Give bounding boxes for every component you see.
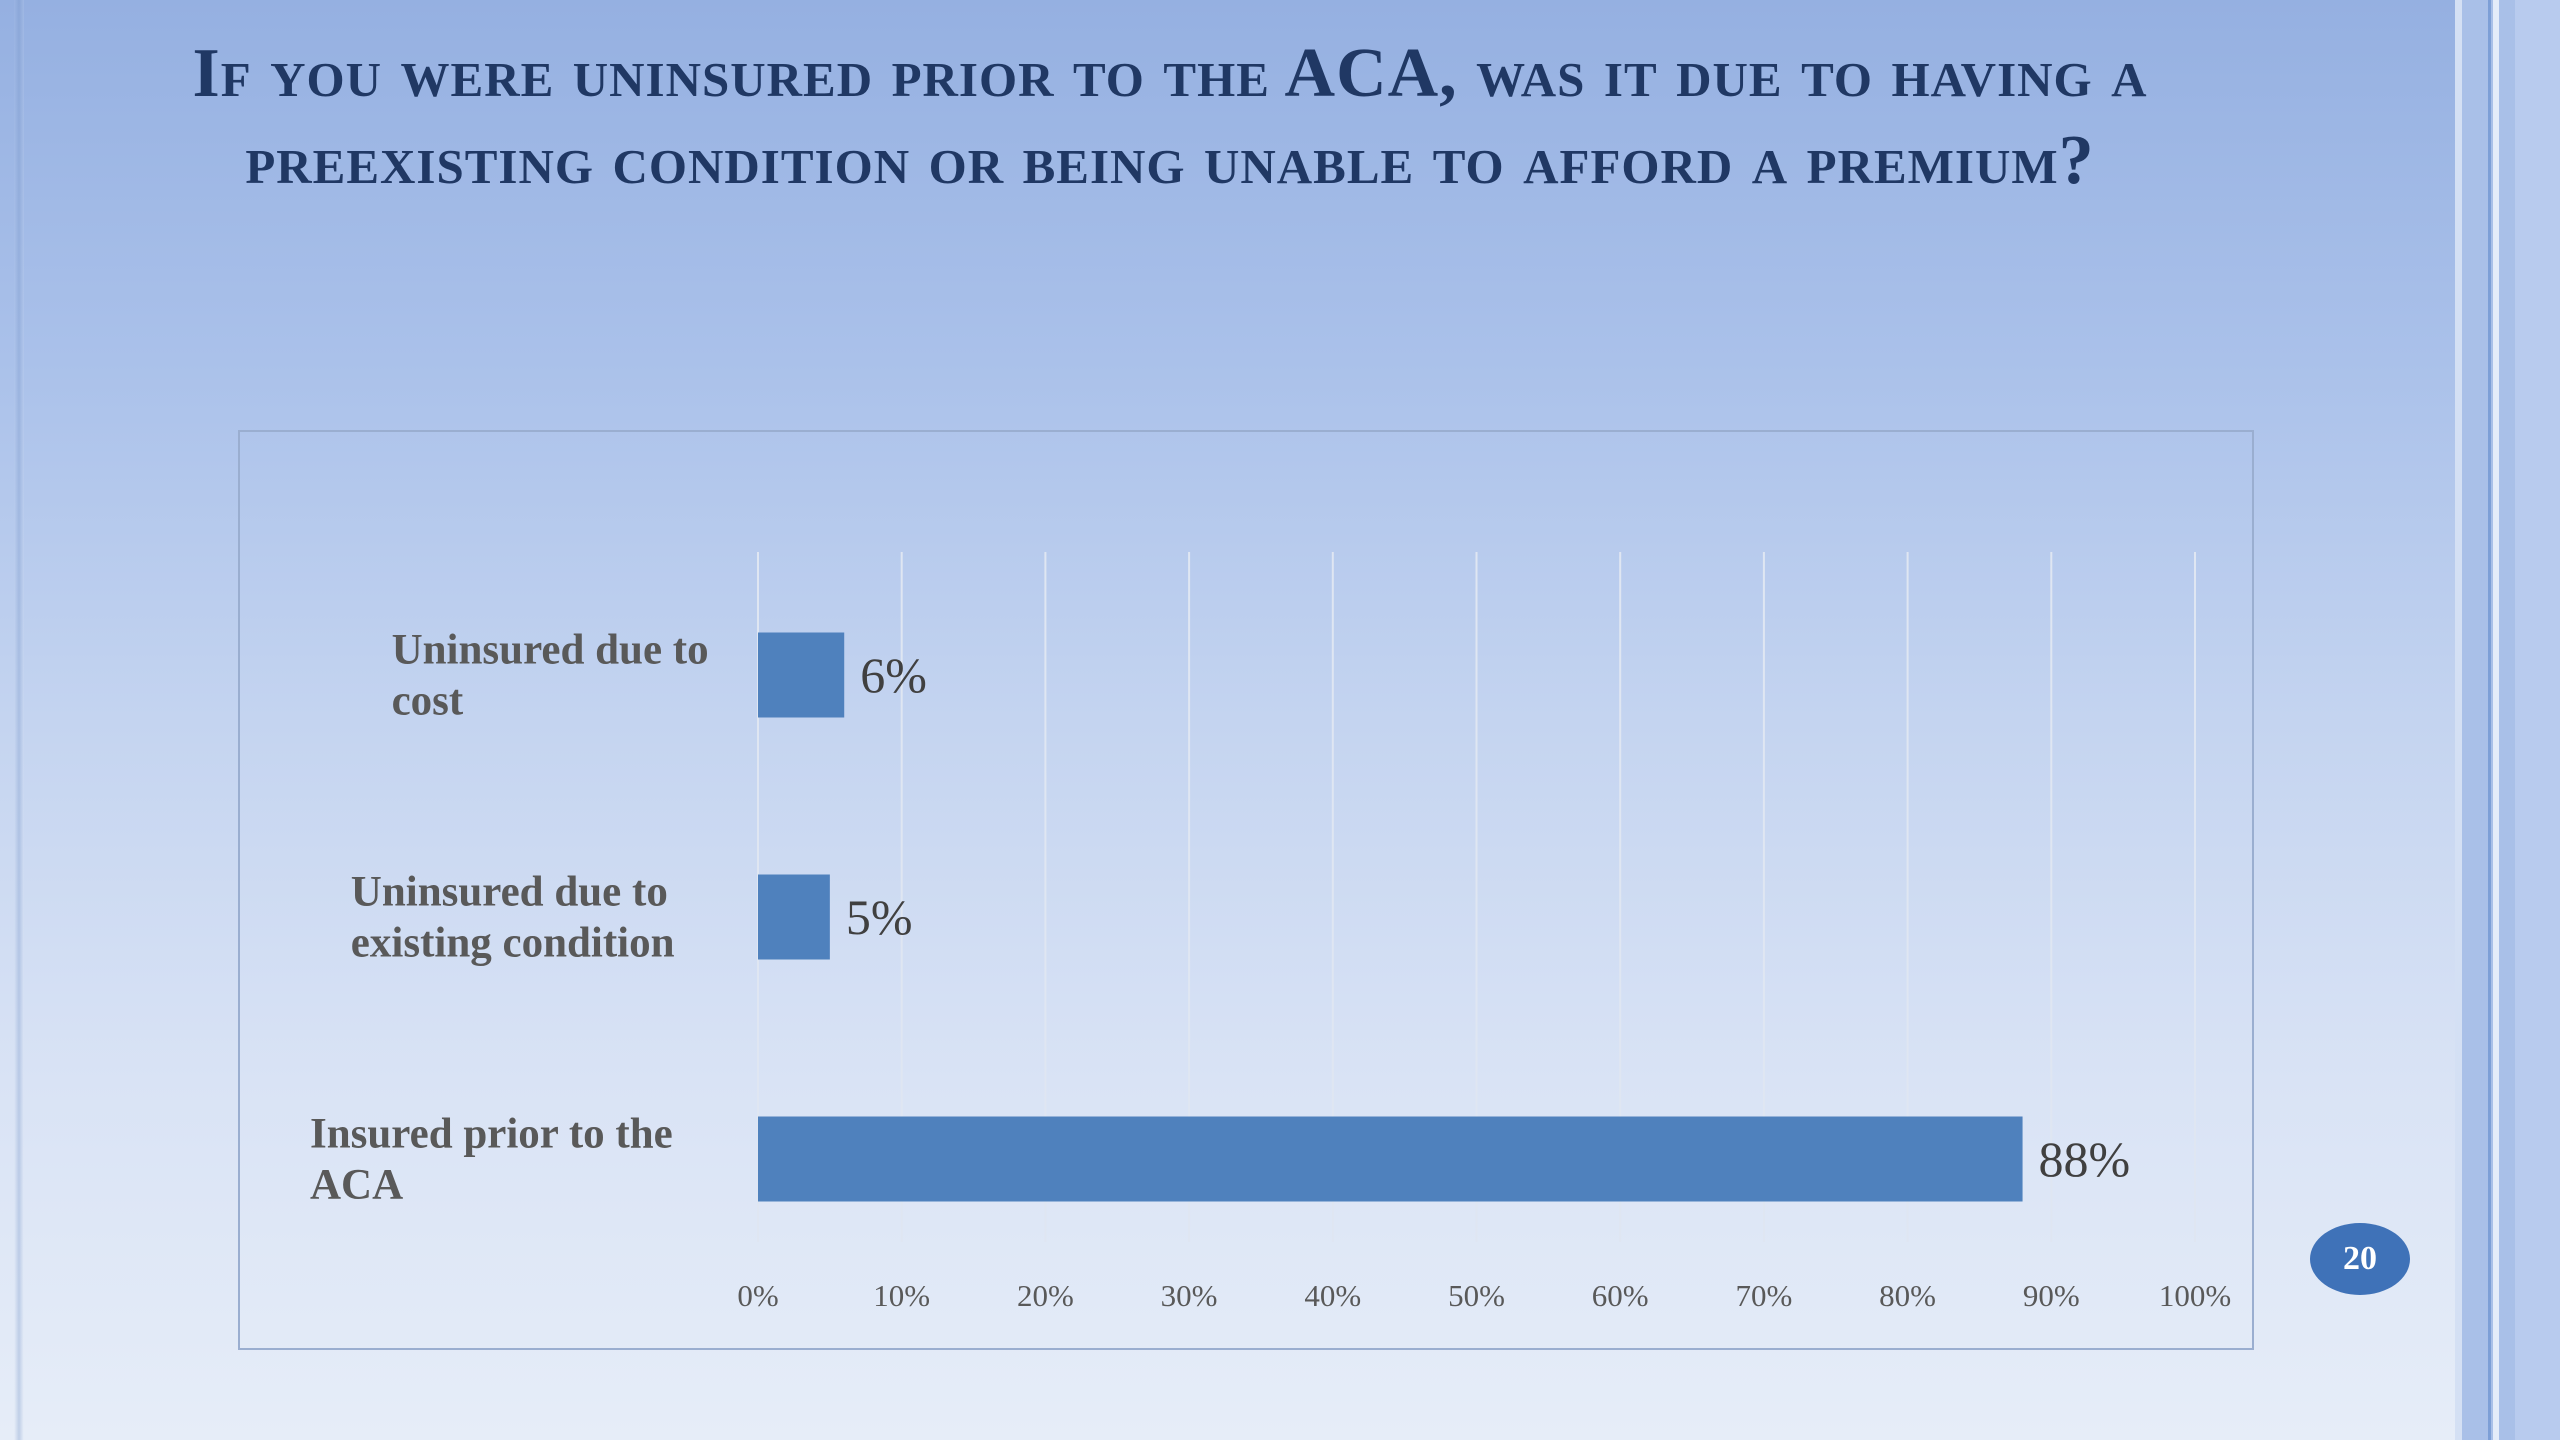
x-tick-label: 60% <box>1592 1278 1649 1313</box>
category-label: Uninsured due to <box>351 869 668 916</box>
x-tick-label: 20% <box>1017 1278 1074 1313</box>
data-label: 88% <box>2039 1131 2131 1187</box>
x-tick-label: 50% <box>1448 1278 1505 1313</box>
category-label: cost <box>392 678 464 725</box>
slide-left-edge <box>14 0 24 1440</box>
data-label: 5% <box>846 889 913 945</box>
side-line <box>2455 0 2462 1440</box>
side-line <box>2493 0 2499 1440</box>
side-line <box>2515 0 2560 1440</box>
bar-chart: 0% 10% 20% 30% 40% 50% 60% 70% 80% 90% 100% 6% Unins… <box>310 552 2231 1313</box>
bar <box>758 632 845 718</box>
x-tick-label: 100% <box>2159 1278 2231 1313</box>
side-line <box>2488 0 2491 1440</box>
bar <box>758 1116 2023 1202</box>
x-tick-label: 90% <box>2023 1278 2080 1313</box>
slide-title: If you were uninsured prior to the ACA, … <box>192 35 2148 199</box>
x-tick-label: 10% <box>873 1278 930 1313</box>
page-number-badge: 20 <box>2310 1223 2410 1295</box>
x-tick-label: 0% <box>737 1278 778 1313</box>
slide: If you were uninsured prior to the ACA, … <box>0 0 2455 1440</box>
x-tick-label: 40% <box>1304 1278 1361 1313</box>
category-label: Uninsured due to <box>392 627 709 674</box>
x-tick-label: 80% <box>1879 1278 1936 1313</box>
category-label: existing condition <box>351 920 675 967</box>
x-tick-label: 30% <box>1161 1278 1218 1313</box>
chart-frame: 0% 10% 20% 30% 40% 50% 60% 70% 80% 90% 100% 6% Unins… <box>238 430 2254 1350</box>
x-tick-label: 70% <box>1735 1278 1792 1313</box>
bar <box>758 874 830 960</box>
category-label: Insured prior to the <box>310 1111 673 1158</box>
data-label: 6% <box>860 647 927 703</box>
category-label: ACA <box>310 1162 403 1209</box>
